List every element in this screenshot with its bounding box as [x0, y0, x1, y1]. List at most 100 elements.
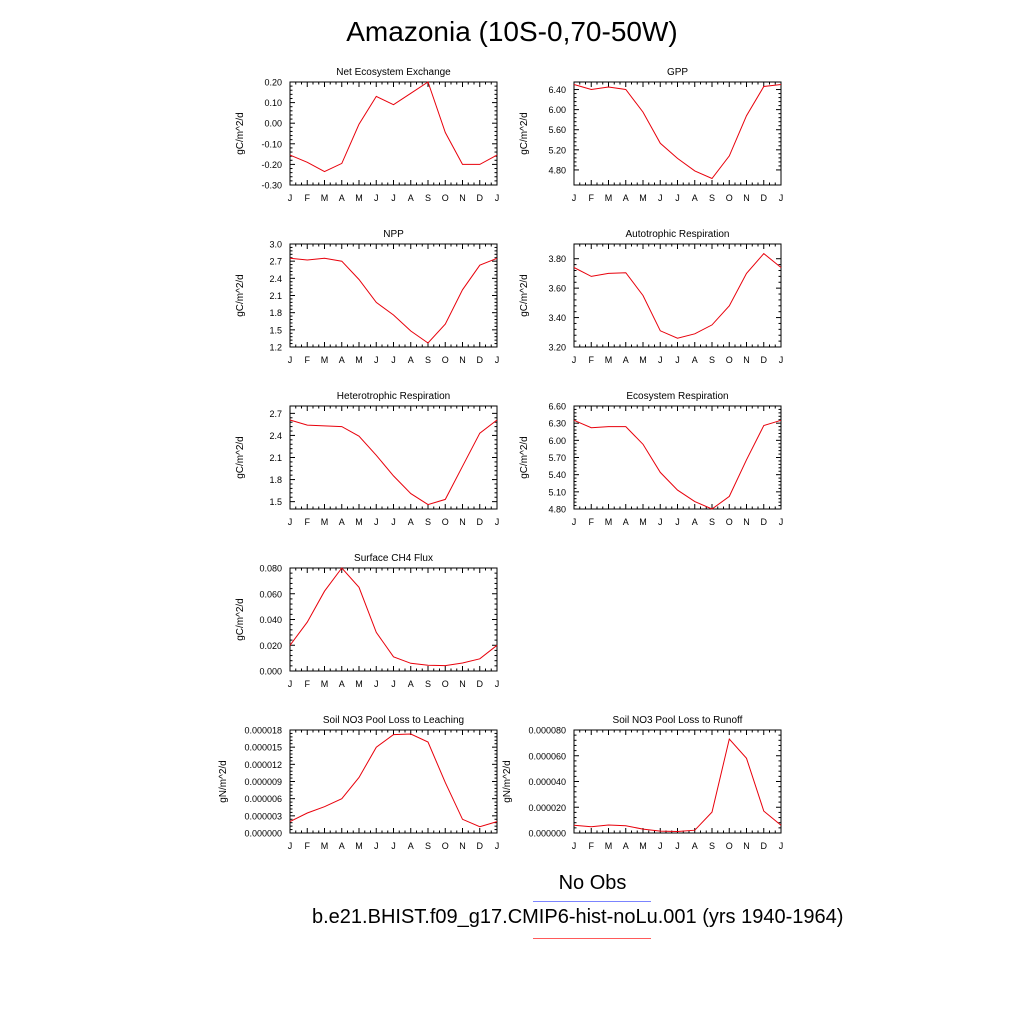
y-axis-label: gC/m^2/d [519, 112, 530, 155]
panel-title: Surface CH4 Flux [354, 553, 433, 564]
y-tick-label: 0.000012 [244, 760, 282, 770]
y-tick-label: 0.000000 [528, 829, 566, 839]
y-tick-label: 6.60 [548, 402, 566, 412]
x-tick-label: F [589, 841, 595, 851]
x-tick-label: J [675, 355, 680, 365]
y-axis-label: gN/m^2/d [218, 760, 229, 803]
y-axis-label: gN/m^2/d [502, 760, 513, 803]
x-tick-label: D [761, 355, 768, 365]
x-tick-label: O [726, 841, 733, 851]
x-tick-label: J [658, 841, 663, 851]
x-tick-label: J [288, 517, 293, 527]
x-tick-label: J [572, 517, 577, 527]
x-tick-label: S [425, 355, 431, 365]
plot-frame [573, 243, 782, 348]
plot-frame [573, 405, 782, 510]
y-tick-label: 0.080 [259, 564, 282, 574]
panel-7: Soil NO3 Pool Loss to Leaching gN/m^2/d J F… [218, 715, 499, 851]
x-tick-label: D [477, 679, 484, 689]
x-tick-label: J [391, 355, 396, 365]
y-tick-label: 0.060 [259, 589, 282, 599]
x-tick-label: F [305, 517, 311, 527]
y-tick-label: 4.80 [548, 505, 566, 515]
x-tick-label: M [355, 841, 363, 851]
x-tick-label: M [639, 517, 647, 527]
x-tick-label: A [339, 193, 345, 203]
y-tick-label: 2.1 [269, 453, 282, 463]
x-tick-label: D [761, 841, 768, 851]
x-tick-label: J [288, 355, 293, 365]
plot-frame [289, 243, 498, 348]
x-tick-label: A [408, 193, 414, 203]
y-tick-label: 0.000 [259, 667, 282, 677]
legend-case-label: b.e21.BHIST.f09_g17.CMIP6-hist-noLu.001 … [312, 906, 844, 928]
x-tick-label: A [339, 679, 345, 689]
panel-title: Ecosystem Respiration [626, 391, 728, 402]
panel-title: Heterotrophic Respiration [337, 391, 450, 402]
y-tick-label: 5.10 [548, 487, 566, 497]
x-tick-label: O [726, 193, 733, 203]
x-tick-label: J [779, 841, 784, 851]
x-tick-label: M [605, 841, 613, 851]
x-tick-label: A [408, 355, 414, 365]
x-tick-label: A [692, 355, 698, 365]
y-tick-label: 0.000015 [244, 743, 282, 753]
x-tick-label: S [425, 679, 431, 689]
panel-title: Net Ecosystem Exchange [336, 67, 451, 78]
y-tick-label: 0.000006 [244, 794, 282, 804]
y-axis-label: gC/m^2/d [519, 274, 530, 317]
x-tick-label: N [743, 517, 750, 527]
x-tick-label: M [605, 193, 613, 203]
x-tick-label: J [374, 841, 379, 851]
y-tick-label: -0.30 [261, 181, 282, 191]
y-tick-label: 6.40 [548, 85, 566, 95]
series-line [573, 419, 782, 510]
panel-title: NPP [383, 229, 404, 240]
x-tick-label: M [605, 517, 613, 527]
x-tick-label: M [321, 841, 329, 851]
x-tick-label: O [442, 679, 449, 689]
y-tick-label: 6.00 [548, 105, 566, 115]
y-axis-label: gC/m^2/d [235, 112, 246, 155]
series-line [289, 81, 498, 173]
x-tick-label: O [442, 841, 449, 851]
x-tick-label: S [425, 841, 431, 851]
figure-title: Amazonia (10S-0,70-50W) [346, 16, 678, 47]
x-tick-label: J [288, 193, 293, 203]
x-tick-label: A [339, 841, 345, 851]
x-tick-label: S [709, 517, 715, 527]
x-tick-label: A [408, 679, 414, 689]
series-line [289, 733, 498, 828]
x-tick-label: J [391, 517, 396, 527]
x-tick-label: J [675, 517, 680, 527]
y-tick-label: 1.8 [269, 475, 282, 485]
y-tick-label: 0.000018 [244, 726, 282, 736]
y-tick-label: -0.10 [261, 139, 282, 149]
x-tick-label: S [709, 355, 715, 365]
x-tick-label: M [639, 841, 647, 851]
x-tick-label: M [639, 193, 647, 203]
x-tick-label: D [477, 355, 484, 365]
series-line [289, 257, 498, 344]
x-tick-label: J [495, 355, 500, 365]
x-tick-label: A [623, 193, 629, 203]
x-tick-label: N [459, 193, 466, 203]
x-tick-label: O [726, 517, 733, 527]
y-tick-label: 2.7 [269, 257, 282, 267]
x-tick-label: S [709, 193, 715, 203]
x-tick-label: J [572, 841, 577, 851]
x-tick-label: M [355, 679, 363, 689]
x-tick-label: A [623, 355, 629, 365]
panel-title: GPP [667, 67, 688, 78]
x-tick-label: D [761, 193, 768, 203]
x-tick-label: A [692, 841, 698, 851]
x-tick-label: N [459, 679, 466, 689]
y-tick-label: 0.00 [264, 119, 282, 129]
panel-title: Soil NO3 Pool Loss to Runoff [613, 715, 743, 726]
x-tick-label: M [321, 355, 329, 365]
x-tick-label: J [495, 517, 500, 527]
